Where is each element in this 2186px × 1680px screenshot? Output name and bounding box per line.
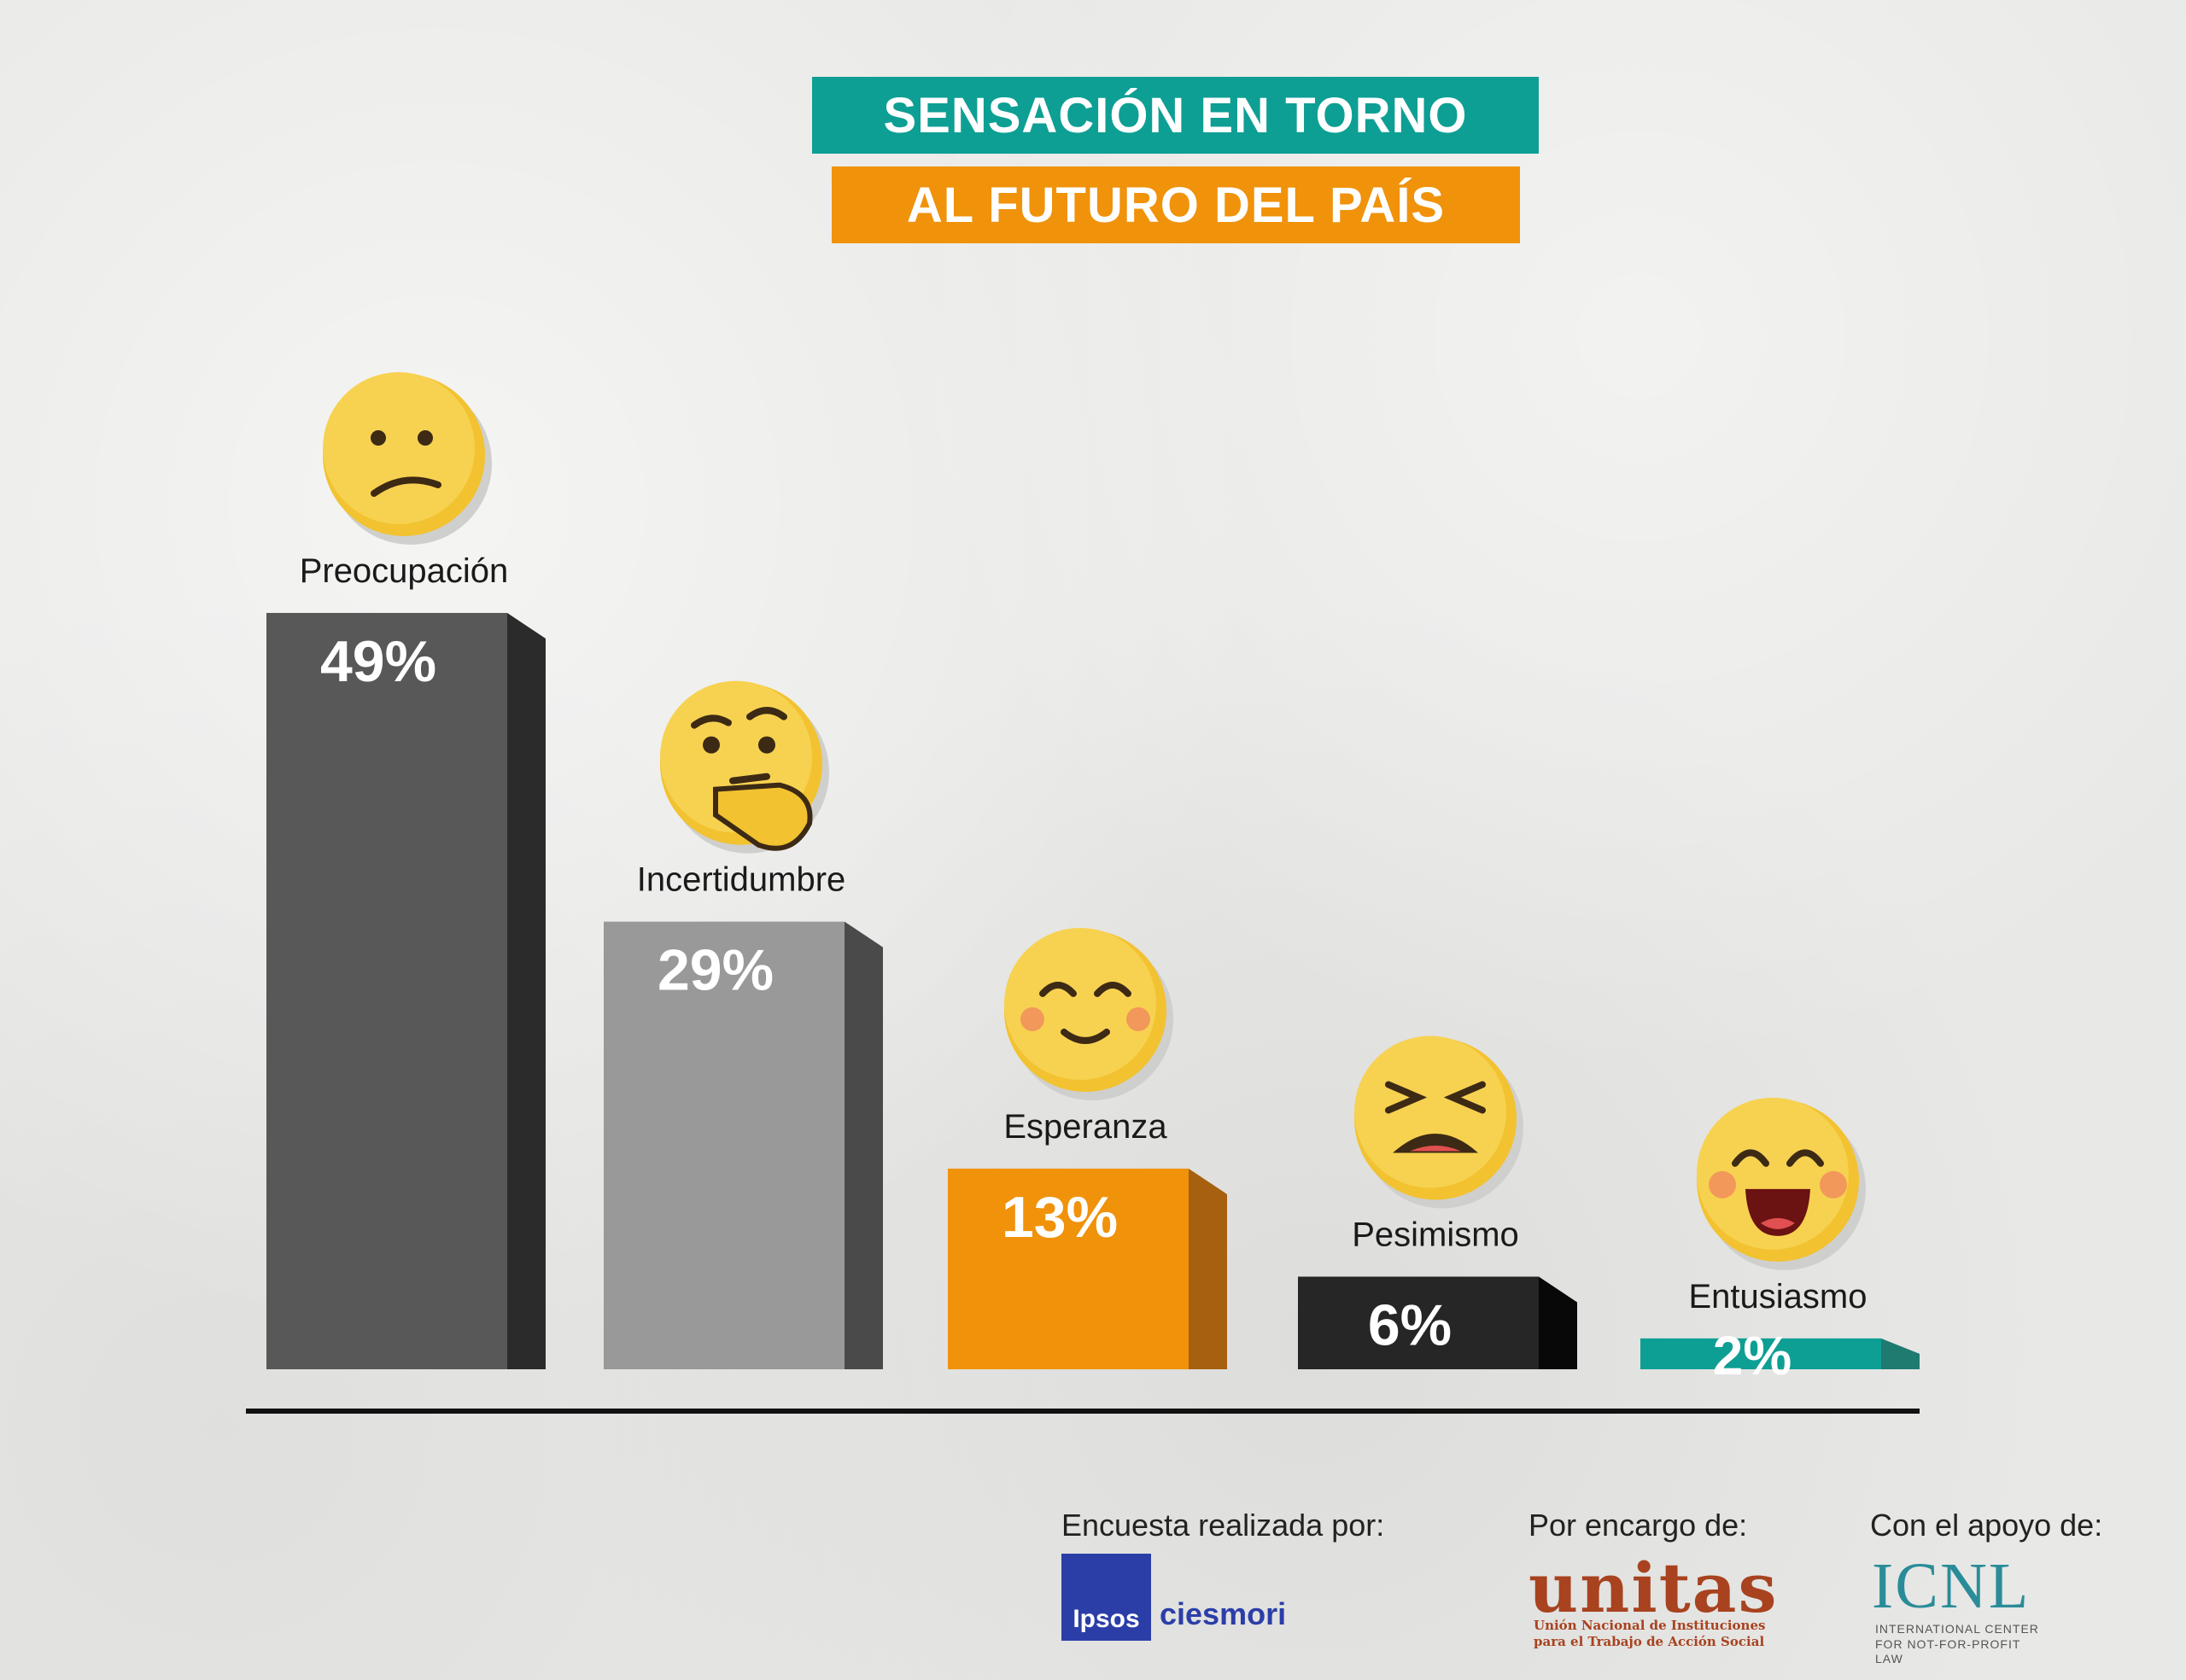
- title-line-2: AL FUTURO DEL PAÍS: [832, 166, 1520, 243]
- bar-value-label: 2%: [1713, 1325, 1792, 1386]
- category-label: Pesimismo: [1352, 1216, 1519, 1254]
- tired-face-icon: [1354, 1035, 1523, 1209]
- bar-side: [1189, 1168, 1227, 1369]
- confused-face-icon: [323, 372, 492, 545]
- category-label: Preocupación: [300, 552, 509, 590]
- icnl-logo-subtitle: INTERNATIONAL CENTER FOR NOT-FOR-PROFIT …: [1875, 1622, 2039, 1665]
- bar: [1640, 1338, 1881, 1369]
- bar-value-label: 13%: [1002, 1185, 1118, 1250]
- bar: [948, 1168, 1189, 1369]
- bar-value-label: 29%: [658, 938, 774, 1003]
- bar-side: [1539, 1276, 1577, 1369]
- bar-value-label: 49%: [320, 629, 436, 694]
- ciesmori-logo: ciesmori: [1160, 1596, 1287, 1631]
- title-line-1: SENSACIÓN EN TORNO: [812, 77, 1539, 154]
- category-label: Entusiasmo: [1689, 1278, 1867, 1315]
- bar-value-label: 6%: [1368, 1293, 1452, 1358]
- bar: [604, 921, 845, 1369]
- grinning-face-icon: [1697, 1097, 1866, 1270]
- bar: [266, 613, 507, 1369]
- smiling-blush-face-icon: [1004, 927, 1173, 1100]
- supported-by-label: Con el apoyo de:: [1870, 1508, 2103, 1543]
- category-label: Incertidumbre: [637, 861, 846, 899]
- unitas-logo: unitas: [1528, 1548, 1779, 1628]
- bar-side: [845, 921, 883, 1369]
- commissioned-by-label: Por encargo de:: [1528, 1508, 1748, 1543]
- bar: [1298, 1276, 1539, 1369]
- bar-side: [1881, 1338, 1920, 1369]
- bar-side: [507, 613, 546, 1369]
- category-label: Esperanza: [1003, 1108, 1167, 1146]
- unitas-logo-subtitle: Unión Nacional de Instituciones para el …: [1534, 1618, 1766, 1649]
- x-axis-line: [246, 1409, 1920, 1414]
- thinking-face-icon: [660, 680, 829, 854]
- icnl-logo: ICNL: [1872, 1550, 2031, 1622]
- ipsos-logo: Ipsos: [1061, 1554, 1151, 1641]
- survey-by-label: Encuesta realizada por:: [1061, 1508, 1385, 1543]
